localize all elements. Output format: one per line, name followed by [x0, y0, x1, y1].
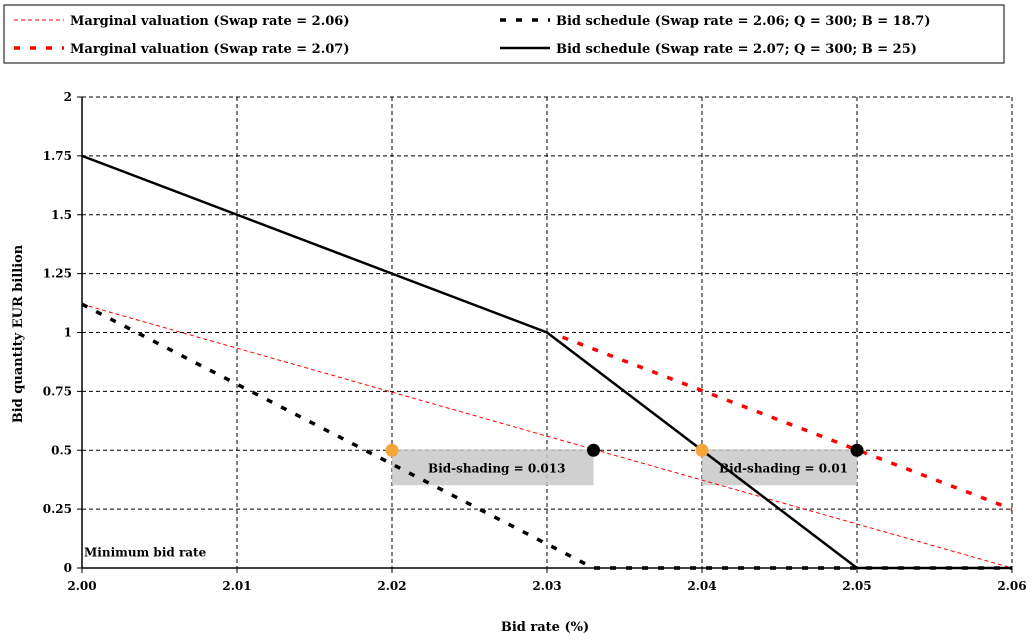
annotation-texts: Bid-shading = 0.013 Bid-shading = 0.01 Min… [84, 461, 848, 559]
y-tick-label: 0.75 [43, 384, 72, 398]
y-tick-label: 1.25 [43, 267, 72, 281]
legend: Marginal valuation (Swap rate = 2.06) Mar… [3, 4, 1005, 64]
series-line-1 [81, 303, 1013, 569]
legend-label: Marginal valuation (Swap rate = 2.07) [70, 42, 350, 57]
annotation-box [392, 449, 594, 486]
legend-label: Bid schedule (Swap rate = 2.07; Q = 300;… [556, 42, 917, 57]
data-point-1 [385, 443, 399, 457]
data-point-3 [695, 443, 709, 457]
y-tick-label: 2 [64, 90, 72, 104]
x-tick-label: 2.03 [532, 579, 561, 593]
x-tick-label: 2.06 [997, 579, 1026, 593]
y-tick-label: 1.75 [43, 149, 72, 163]
x-tick-label: 2.01 [222, 579, 251, 593]
ticks: 2.00 2.01 2.02 2.03 2.04 2.05 2.06 0 0.25 0.5 0.75… [43, 90, 1027, 593]
x-tick-label: 2.02 [377, 579, 406, 593]
x-tick-label: 2.04 [687, 579, 716, 593]
y-tick-label: 1.5 [51, 208, 72, 222]
x-tick-label: 2.00 [67, 579, 96, 593]
legend-label: Bid schedule (Swap rate = 2.06; Q = 300;… [556, 14, 931, 29]
y-tick-label: 1 [64, 326, 72, 340]
data-point-4 [850, 443, 864, 457]
annotation-label: Bid-shading = 0.013 [428, 461, 565, 475]
series-line-2 [561, 335, 1013, 511]
annotation-label: Minimum bid rate [84, 546, 207, 560]
x-axis-label: Bid rate (%) [501, 620, 589, 635]
points-group [385, 443, 864, 457]
y-tick-label: 0.5 [51, 443, 72, 457]
data-point-2 [587, 443, 600, 457]
x-tick-label: 2.05 [842, 579, 871, 593]
y-axis-label: Bid quantity EUR billion [11, 244, 26, 423]
legend-box [3, 4, 1005, 64]
annotation-box [702, 449, 857, 486]
y-tick-label: 0.25 [43, 502, 72, 516]
legend-label: Marginal valuation (Swap rate = 2.06) [70, 14, 350, 29]
y-tick-label: 0 [64, 561, 72, 575]
annotation-boxes [392, 449, 857, 486]
annotation-label: Bid-shading = 0.01 [719, 461, 848, 475]
